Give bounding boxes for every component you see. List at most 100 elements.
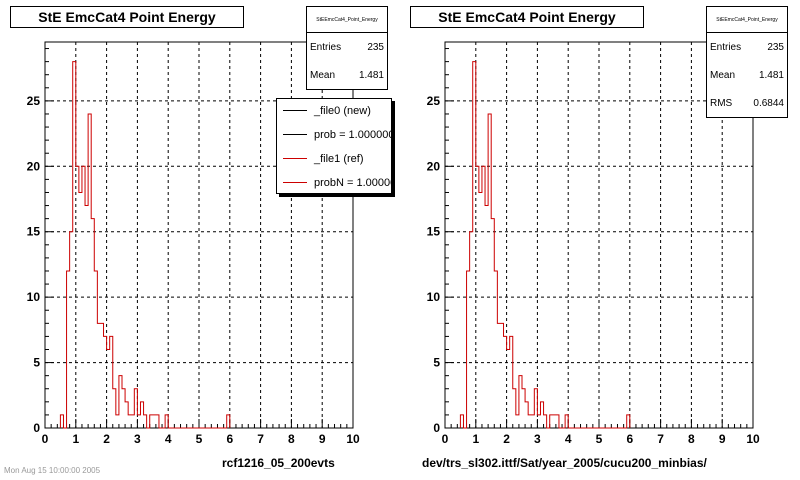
left-histogram-bin <box>116 415 119 428</box>
right-histogram-plot: 0 1 2 3 4 5 6 7 8 9 10 0 5 10 15 20 25 <box>427 41 760 446</box>
left-histogram-bin <box>113 389 116 428</box>
left-histogram-bin <box>76 166 79 428</box>
right-histogram-bin <box>470 232 473 428</box>
stats-value: 0.6844 <box>753 97 784 109</box>
left-histogram-bin <box>107 349 110 428</box>
legend-line-icon <box>283 134 307 135</box>
left-panel: 0 1 2 3 4 5 6 7 8 9 10 0 5 10 15 20 25 StE EmcCat4 Point… <box>10 6 392 470</box>
stats-label: RMS <box>710 97 733 109</box>
legend-entry: probN = 1.000000 <box>277 171 391 193</box>
right-histogram-bin <box>565 415 568 428</box>
right-x-tick-label: 5 <box>596 432 603 446</box>
left-histogram-bin <box>79 192 82 428</box>
left-y-tick-label: 5 <box>33 356 40 370</box>
left-histogram-bin <box>73 62 76 428</box>
right-x-tick-label: 9 <box>719 432 726 446</box>
right-histogram-bin <box>473 62 476 428</box>
stats-value: 1.481 <box>358 69 384 81</box>
left-histogram-bin <box>153 415 156 428</box>
legend-label: probN = 1.000000 <box>314 177 391 189</box>
left-title: StE EmcCat4 Point Energy <box>10 6 244 28</box>
left-histogram-bin <box>144 415 147 428</box>
right-histogram-bin <box>519 376 522 428</box>
right-stats-row-rms: RMS 0.6844 <box>707 89 787 117</box>
legend-line-icon <box>283 158 307 159</box>
stats-label: Entries <box>710 41 742 53</box>
right-stats-name: StEEmcCat4_Point_Energy <box>707 7 787 33</box>
right-stats-row-entries: Entries 235 <box>707 33 787 61</box>
left-x-tick-label: 9 <box>319 432 326 446</box>
left-histogram-bin <box>150 415 153 428</box>
left-x-caption: rcf1216_05_200evts <box>222 456 335 470</box>
right-x-tick-label: 6 <box>626 432 633 446</box>
left-legend: _file0 (new) prob = 1.000000 _file1 (ref… <box>276 98 392 194</box>
right-histogram-bin <box>467 271 470 428</box>
right-x-tick-label: 10 <box>746 432 760 446</box>
left-y-tick-label: 0 <box>33 421 40 435</box>
left-x-tick-label: 5 <box>196 432 203 446</box>
left-histogram-bin <box>227 415 230 428</box>
left-histogram-bin <box>67 271 70 428</box>
legend-entry: _file1 (ref) <box>277 147 391 171</box>
right-histogram-bin <box>482 166 485 428</box>
right-histogram-bin <box>494 271 497 428</box>
right-histogram-bin <box>507 349 510 428</box>
left-x-tick-label: 7 <box>257 432 264 446</box>
left-histogram-bin <box>91 219 94 428</box>
right-histogram-bin <box>460 415 463 428</box>
left-x-tick-label: 3 <box>134 432 141 446</box>
stats-value: 235 <box>767 41 784 53</box>
left-histogram-bin <box>100 323 103 428</box>
legend-line-icon <box>283 110 307 111</box>
stats-value: 235 <box>367 41 384 53</box>
right-y-tick-label: 5 <box>433 356 440 370</box>
legend-line-icon <box>283 182 307 183</box>
legend-entry: _file0 (new) <box>277 99 391 123</box>
left-stats-box: StEEmcCat4_Point_Energy Entries 235 Mean… <box>306 6 388 90</box>
right-histogram-bin <box>504 336 507 428</box>
right-histogram-bin <box>525 402 528 428</box>
left-histogram-bin <box>104 336 107 428</box>
left-y-tick-label: 20 <box>27 159 41 173</box>
left-histogram-bin <box>110 336 113 428</box>
legend-entry: prob = 1.000000 <box>277 123 391 147</box>
right-stats-row-mean: Mean 1.481 <box>707 61 787 89</box>
left-stats-name: StEEmcCat4_Point_Energy <box>307 7 387 33</box>
right-histogram-bin <box>540 402 543 428</box>
right-histogram-bin <box>491 219 494 428</box>
right-x-caption: dev/trs_sl302.ittf/Sat/year_2005/cucu200… <box>422 456 707 470</box>
right-title: StE EmcCat4 Point Energy <box>410 6 644 28</box>
left-x-tick-label: 6 <box>226 432 233 446</box>
left-histogram-bin <box>131 415 134 428</box>
left-y-tick-label: 10 <box>27 290 41 304</box>
right-histogram-bin <box>537 415 540 428</box>
right-histogram-bin <box>531 415 534 428</box>
left-histogram-bin <box>119 376 122 428</box>
right-histogram-bin <box>510 336 513 428</box>
left-y-tick-label: 15 <box>27 225 41 239</box>
left-stats-row-mean: Mean 1.481 <box>307 61 387 89</box>
legend-label: prob = 1.000000 <box>314 129 392 141</box>
right-stats-box: StEEmcCat4_Point_Energy Entries 235 Mean… <box>706 6 788 118</box>
left-histogram-bin <box>156 415 159 428</box>
right-histogram-bin <box>516 415 519 428</box>
right-y-tick-label: 0 <box>433 421 440 435</box>
left-histogram-line <box>59 61 231 429</box>
right-histogram-bin <box>556 415 559 428</box>
left-histogram-bin <box>165 415 168 428</box>
right-panel: 0 1 2 3 4 5 6 7 8 9 10 0 5 10 15 20 25 StE EmcCat4 Point… <box>400 0 800 480</box>
right-x-tick-label: 1 <box>472 432 479 446</box>
right-x-tick-label: 0 <box>442 432 449 446</box>
right-x-tick-label: 2 <box>503 432 510 446</box>
left-histogram-bin <box>128 415 131 428</box>
left-histogram-bin <box>85 206 88 428</box>
right-histogram-bin <box>534 389 537 428</box>
right-x-tick-label: 8 <box>688 432 695 446</box>
right-histogram-bin <box>500 323 503 428</box>
right-histogram-bin <box>627 415 630 428</box>
right-x-tick-label: 3 <box>534 432 541 446</box>
left-x-tick-label: 10 <box>346 432 360 446</box>
left-histogram-bin <box>134 389 137 428</box>
right-histogram-bin <box>476 166 479 428</box>
stats-label: Entries <box>310 41 342 53</box>
